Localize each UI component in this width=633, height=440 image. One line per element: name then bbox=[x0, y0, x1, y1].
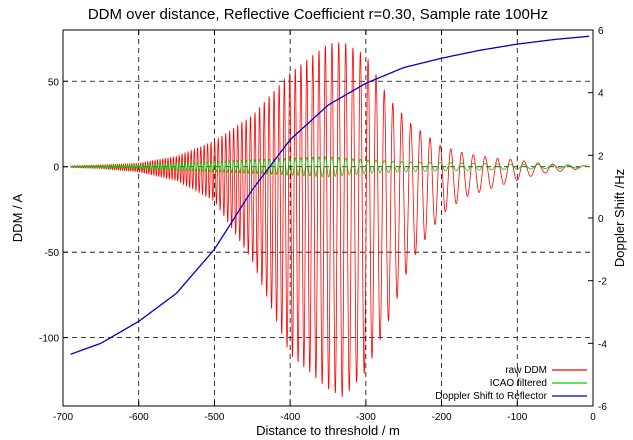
y2-tick-label: -2 bbox=[598, 277, 607, 288]
y2-tick-label: -6 bbox=[598, 402, 607, 413]
series-layer bbox=[70, 35, 590, 397]
y2-axis-label: Doppler Shift /Hz bbox=[612, 169, 627, 267]
y-tick-label: -50 bbox=[45, 248, 60, 259]
x-tick-label: 0 bbox=[590, 412, 596, 423]
y-tick-label: -100 bbox=[39, 334, 59, 345]
x-tick-label: -600 bbox=[129, 412, 149, 423]
legend-label-raw-ddm: raw DDM bbox=[505, 365, 547, 376]
y2-tick-label: 2 bbox=[598, 151, 604, 162]
chart-title: DDM over distance, Reflective Coefficien… bbox=[88, 6, 548, 23]
y2-tick-label: 0 bbox=[598, 214, 604, 225]
x-tick-label: -300 bbox=[356, 412, 376, 423]
y-axis-label: DDM / A bbox=[10, 193, 25, 242]
y2-tick-label: 6 bbox=[598, 26, 604, 37]
x-tick-label: -700 bbox=[53, 412, 73, 423]
y-tick-label: 50 bbox=[48, 77, 60, 88]
axis-ticks: -700 -600 -500 -400 -300 -200 -100 0-100-50050-… bbox=[39, 26, 607, 423]
x-axis-label: Distance to threshold / m bbox=[256, 423, 400, 438]
series-line-doppler-shift bbox=[70, 35, 590, 355]
legend-label-icao-filtered: ICAO filtered bbox=[490, 378, 547, 389]
legend: raw DDM ICAO filtered Doppler Shift to R… bbox=[435, 365, 587, 402]
x-tick-label: -400 bbox=[280, 412, 300, 423]
y-tick-label: 0 bbox=[53, 163, 59, 174]
series-line-icao-filtered bbox=[70, 156, 590, 178]
x-tick-label: -500 bbox=[204, 412, 224, 423]
y2-tick-label: -4 bbox=[598, 339, 607, 350]
series-line-raw-ddm bbox=[70, 42, 590, 397]
y2-tick-label: 4 bbox=[598, 89, 604, 100]
legend-label-doppler-shift: Doppler Shift to Reflector bbox=[435, 391, 547, 402]
x-tick-label: -200 bbox=[432, 412, 452, 423]
x-tick-label: -100 bbox=[507, 412, 527, 423]
